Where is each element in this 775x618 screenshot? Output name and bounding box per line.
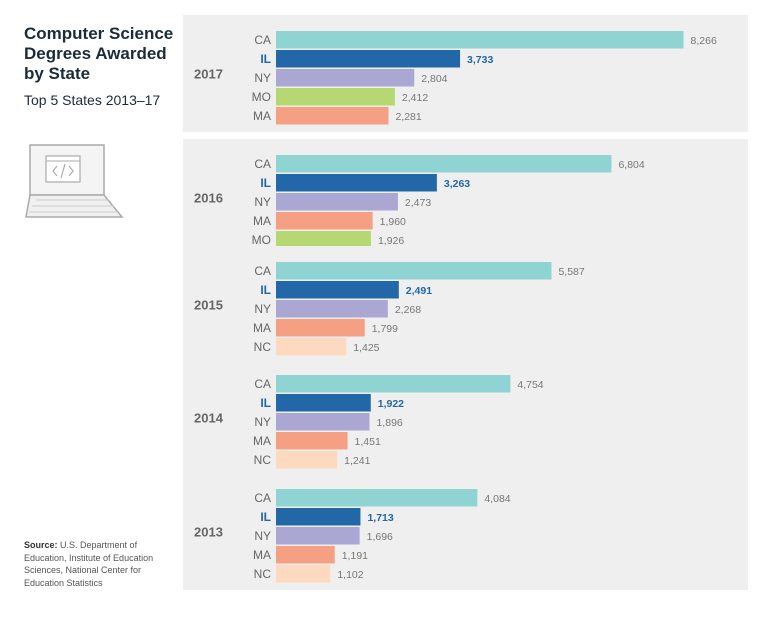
state-label-2016-IL: IL (260, 176, 271, 190)
value-label-2014-NY: 1,896 (376, 417, 402, 429)
state-label-2015-CA: CA (254, 264, 271, 278)
state-label-2016-MA: MA (253, 214, 271, 228)
value-label-2015-IL: 2,491 (406, 285, 432, 297)
bar-2014-IL (276, 394, 371, 412)
state-label-2015-NC: NC (254, 340, 272, 354)
value-label-2016-MO: 1,926 (378, 235, 404, 247)
state-label-2014-IL: IL (260, 396, 271, 410)
bar-2014-MA (276, 432, 348, 450)
state-label-2017-IL: IL (260, 52, 271, 66)
bar-2014-NC (276, 451, 338, 469)
state-label-2014-CA: CA (254, 377, 271, 391)
bar-2015-NC (276, 338, 347, 356)
value-label-2013-CA: 4,084 (484, 493, 510, 505)
bar-2014-CA (276, 375, 511, 393)
bar-2013-IL (276, 508, 361, 526)
year-label-2015: 2015 (194, 298, 223, 313)
value-label-2014-NC: 1,241 (344, 455, 370, 467)
value-label-2015-NY: 2,268 (395, 304, 421, 316)
value-label-2017-MO: 2,412 (402, 92, 428, 104)
chart-title: Computer Science Degrees Awarded by Stat… (24, 24, 174, 83)
state-label-2013-NY: NY (254, 529, 271, 543)
state-label-2015-NY: NY (254, 302, 271, 316)
source-label: Source: (24, 540, 58, 550)
bar-2016-NY (276, 193, 398, 211)
value-label-2014-CA: 4,754 (517, 379, 543, 391)
state-label-2014-NC: NC (254, 453, 272, 467)
source-text: U.S. Department of Education, Institute … (24, 540, 154, 588)
value-label-2015-MA: 1,799 (372, 323, 398, 335)
bar-2014-NY (276, 413, 370, 431)
bar-2016-MO (276, 231, 371, 249)
bar-2013-NC (276, 565, 331, 583)
bar-2017-CA (276, 31, 684, 49)
state-label-2014-MA: MA (253, 434, 271, 448)
value-label-2015-NC: 1,425 (353, 342, 379, 354)
value-label-2017-IL: 3,733 (467, 54, 493, 66)
bar-2013-CA (276, 489, 478, 507)
bar-2015-IL (276, 281, 399, 299)
bar-2016-CA (276, 155, 612, 173)
value-label-2016-IL: 3,263 (444, 178, 470, 190)
state-label-2017-MA: MA (253, 109, 271, 123)
value-label-2014-MA: 1,451 (355, 436, 381, 448)
state-label-2015-IL: IL (260, 283, 271, 297)
state-label-2013-IL: IL (260, 510, 271, 524)
state-label-2016-CA: CA (254, 157, 271, 171)
bar-2013-NY (276, 527, 360, 545)
state-label-2017-NY: NY (254, 71, 271, 85)
value-label-2013-IL: 1,713 (367, 512, 393, 524)
value-label-2016-NY: 2,473 (405, 197, 431, 209)
year-label-2017: 2017 (194, 67, 223, 82)
state-label-2013-NC: NC (254, 567, 272, 581)
year-label-2014: 2014 (194, 411, 224, 426)
state-label-2017-CA: CA (254, 33, 271, 47)
value-label-2015-CA: 5,587 (558, 266, 584, 278)
value-label-2016-CA: 6,804 (618, 159, 644, 171)
bar-2017-MO (276, 88, 395, 106)
bar-2017-IL (276, 50, 461, 68)
state-label-2013-MA: MA (253, 548, 271, 562)
state-label-2017-MO: MO (252, 90, 271, 104)
state-label-2013-CA: CA (254, 491, 271, 505)
laptop-code-icon (25, 144, 124, 218)
bar-2015-MA (276, 319, 365, 337)
value-label-2013-MA: 1,191 (342, 550, 368, 562)
bar-2013-MA (276, 546, 335, 564)
chart-subtitle: Top 5 States 2013–17 (24, 92, 161, 108)
state-label-2015-MA: MA (253, 321, 271, 335)
bar-2015-NY (276, 300, 388, 318)
source-note: Source: U.S. Department of Education, In… (24, 539, 174, 589)
year-label-2016: 2016 (194, 191, 223, 206)
bar-2016-IL (276, 174, 437, 192)
value-label-2017-MA: 2,281 (395, 111, 421, 123)
value-label-2017-NY: 2,804 (421, 73, 447, 85)
value-label-2013-NY: 1,696 (367, 531, 393, 543)
value-label-2013-NC: 1,102 (337, 569, 363, 581)
value-label-2016-MA: 1,960 (380, 216, 406, 228)
value-label-2014-IL: 1,922 (378, 398, 404, 410)
bar-2015-CA (276, 262, 552, 280)
state-label-2014-NY: NY (254, 415, 271, 429)
bar-2017-NY (276, 69, 415, 87)
state-label-2016-NY: NY (254, 195, 271, 209)
value-label-2017-CA: 8,266 (691, 35, 717, 47)
bar-2016-MA (276, 212, 373, 230)
bar-2017-MA (276, 107, 389, 125)
state-label-2016-MO: MO (252, 233, 271, 247)
year-label-2013: 2013 (194, 525, 223, 540)
